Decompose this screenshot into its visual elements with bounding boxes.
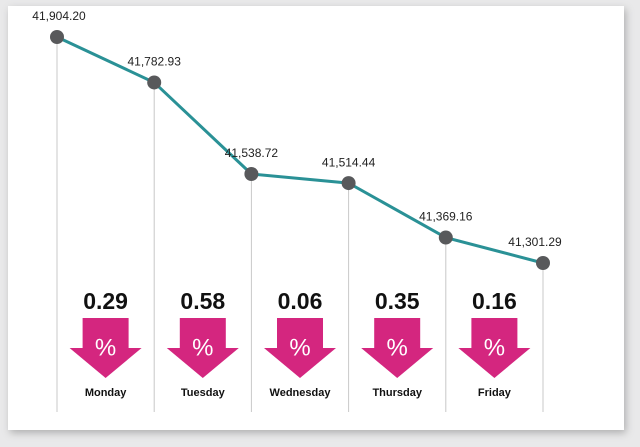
value-label: 41,369.16 — [419, 210, 473, 224]
change-symbol: % — [484, 334, 505, 361]
arrow-shape — [69, 318, 142, 378]
value-label: 41,782.93 — [128, 55, 182, 69]
point — [244, 166, 259, 181]
day-label: Tuesday — [181, 387, 226, 399]
arrow-shape — [166, 318, 239, 378]
point — [147, 75, 162, 90]
change-arrow: % — [264, 318, 336, 378]
change-arrow: % — [458, 318, 531, 378]
change-symbol: % — [387, 334, 408, 361]
change-value: 0.06 — [278, 288, 323, 314]
change-value: 0.29 — [83, 288, 128, 314]
change-arrow: % — [69, 318, 142, 378]
arrow-shape — [264, 318, 336, 378]
change-value: 0.16 — [472, 288, 517, 314]
change-symbol: % — [95, 334, 116, 361]
change-symbol: % — [289, 334, 310, 361]
day-label: Monday — [85, 387, 127, 399]
arrow-shape — [361, 318, 434, 378]
point — [50, 30, 64, 44]
change-arrow: % — [166, 318, 239, 378]
value-label: 41,904.20 — [32, 9, 86, 23]
arrow-shape — [458, 318, 531, 378]
change-value: 0.35 — [375, 288, 420, 314]
point — [438, 230, 453, 245]
value-label: 41,514.44 — [322, 155, 376, 169]
change-arrow: % — [361, 318, 434, 378]
day-label: Wednesday — [270, 387, 332, 399]
change-symbol: % — [192, 334, 213, 361]
point — [341, 176, 356, 191]
index-line — [56, 35, 544, 265]
value-label: 41,301.29 — [508, 235, 562, 249]
day-label: Thursday — [372, 387, 422, 399]
change-value: 0.58 — [180, 288, 225, 314]
point — [536, 256, 550, 270]
value-label: 41,538.72 — [225, 146, 279, 160]
day-label: Friday — [478, 387, 512, 399]
